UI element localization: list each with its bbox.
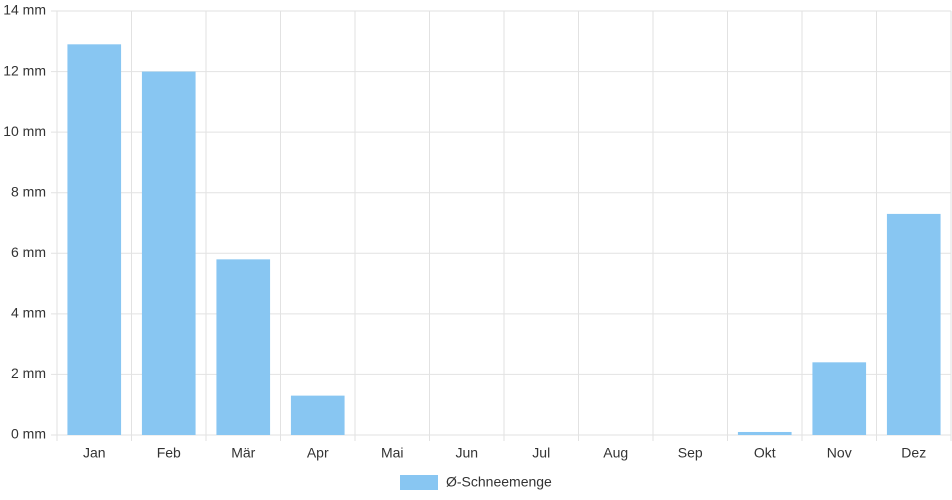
bar (886, 213, 941, 435)
bar (67, 44, 122, 436)
y-tick-label: 2 mm (11, 365, 46, 381)
x-tick-label: Aug (603, 445, 628, 461)
x-tick-label: Feb (157, 445, 181, 461)
y-tick-label: 12 mm (3, 62, 46, 78)
x-tick-label: Mai (381, 445, 404, 461)
x-tick-label: Jan (83, 445, 106, 461)
bar (737, 431, 792, 435)
y-tick-label: 10 mm (3, 123, 46, 139)
x-tick-label: Jun (455, 445, 478, 461)
x-tick-label: Sep (678, 445, 703, 461)
bar (290, 395, 345, 435)
y-tick-label: 6 mm (11, 244, 46, 260)
y-tick-label: 8 mm (11, 183, 46, 199)
bar (216, 259, 271, 435)
y-tick-label: 0 mm (11, 426, 46, 442)
y-tick-label: 14 mm (3, 2, 46, 18)
bar (812, 362, 867, 435)
legend-label: Ø-Schneemenge (446, 474, 552, 490)
legend-swatch (400, 475, 438, 490)
y-tick-label: 4 mm (11, 305, 46, 321)
x-tick-label: Nov (827, 445, 852, 461)
x-tick-label: Okt (754, 445, 776, 461)
x-tick-label: Mär (231, 445, 255, 461)
x-tick-label: Jul (532, 445, 550, 461)
x-tick-label: Dez (901, 445, 926, 461)
bar (141, 71, 196, 436)
x-tick-label: Apr (307, 445, 329, 461)
